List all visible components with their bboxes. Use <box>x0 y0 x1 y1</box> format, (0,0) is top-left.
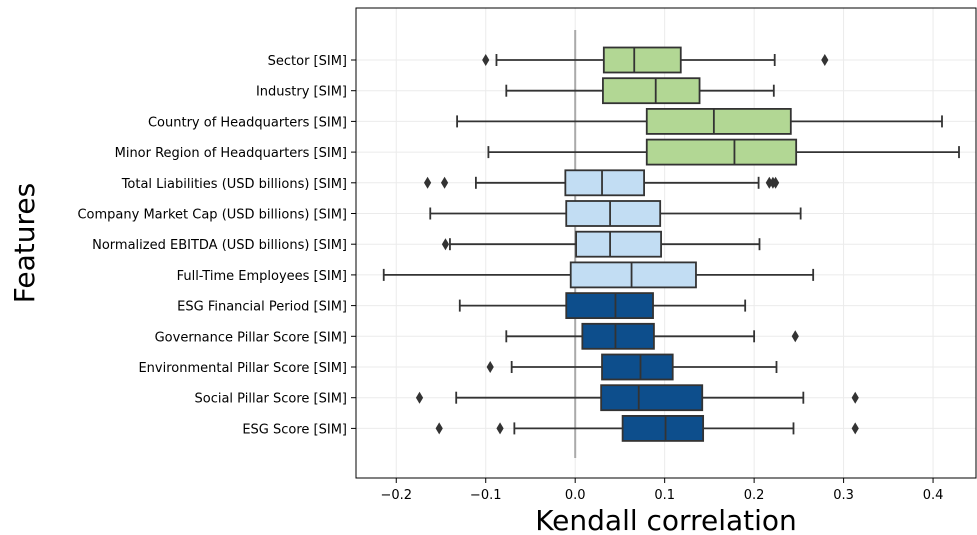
outlier-marker <box>415 391 424 404</box>
box-iqr <box>575 230 662 258</box>
box-group <box>505 322 799 350</box>
x-axis-ticks: −0.2 −0.1 0.0 0.1 0.2 0.3 0.4 <box>380 478 943 503</box>
boxes <box>382 46 960 442</box>
box-iqr <box>645 138 798 166</box>
box-iqr <box>600 384 704 412</box>
box-iqr <box>601 353 674 381</box>
y-axis-title: Features <box>8 183 41 303</box>
x-axis-title: Kendall correlation <box>535 504 797 535</box>
box-iqr <box>645 108 792 135</box>
outlier-marker <box>441 238 450 251</box>
box-iqr <box>564 169 645 197</box>
y-tick-label: Environmental Pillar Score [SIM] <box>138 361 347 376</box>
box-iqr <box>602 77 701 105</box>
x-tick-label: 0.2 <box>744 488 765 503</box>
box-iqr <box>581 322 655 350</box>
outlier-marker <box>486 361 494 373</box>
outlier-marker <box>851 422 859 435</box>
box-iqr <box>602 46 682 74</box>
box-group <box>456 108 943 135</box>
x-tick-label: 0.4 <box>923 488 944 503</box>
outlier-marker <box>496 422 504 435</box>
y-axis-labels: Sector [SIM] Industry [SIM] Country of Hea… <box>77 54 356 437</box>
box-group <box>505 77 775 105</box>
box-group <box>486 353 778 381</box>
x-tick-label: −0.1 <box>470 488 502 503</box>
y-tick-label: Country of Headquarters [SIM] <box>148 115 347 130</box>
x-tick-label: −0.2 <box>380 488 412 503</box>
box-group <box>415 384 859 412</box>
y-tick-label: Governance Pillar Score [SIM] <box>155 330 347 345</box>
box-iqr <box>565 292 654 320</box>
y-tick-label: Full-Time Employees [SIM] <box>177 269 347 284</box>
box-iqr <box>621 414 705 442</box>
outlier-marker <box>791 330 799 343</box>
outlier-marker <box>482 54 490 66</box>
y-tick-label: Sector [SIM] <box>268 54 347 69</box>
box-group <box>482 46 829 74</box>
y-tick-label: Industry [SIM] <box>256 85 347 100</box>
outlier-marker <box>435 422 443 435</box>
box-group <box>429 200 802 227</box>
y-tick-label: Minor Region of Headquarters [SIM] <box>115 146 347 161</box>
box-group <box>382 261 815 289</box>
plot-area-frame <box>355 7 977 479</box>
outlier-marker <box>771 176 780 189</box>
outlier-marker <box>821 54 829 66</box>
y-tick-label: ESG Score [SIM] <box>242 422 347 437</box>
box-group <box>487 138 960 166</box>
x-tick-label: 0.0 <box>565 488 586 503</box>
outlier-marker <box>423 176 432 189</box>
box-group <box>435 414 859 442</box>
y-tick-label: Normalized EBITDA (USD billions) [SIM] <box>92 238 347 253</box>
y-tick-label: Total Liabilities (USD billions) [SIM] <box>121 177 347 192</box>
y-tick-label: ESG Financial Period [SIM] <box>177 300 347 315</box>
x-tick-label: 0.3 <box>833 488 854 503</box>
box-group <box>441 230 761 258</box>
box-iqr <box>565 200 662 227</box>
y-tick-label: Company Market Cap (USD billions) [SIM] <box>77 208 347 223</box>
box-group <box>458 292 747 320</box>
box-group <box>423 169 780 197</box>
box-iqr <box>569 261 697 289</box>
x-tick-label: 0.1 <box>654 488 675 503</box>
y-tick-label: Social Pillar Score [SIM] <box>195 392 348 407</box>
outlier-marker <box>440 176 449 189</box>
outlier-marker <box>851 391 859 404</box>
